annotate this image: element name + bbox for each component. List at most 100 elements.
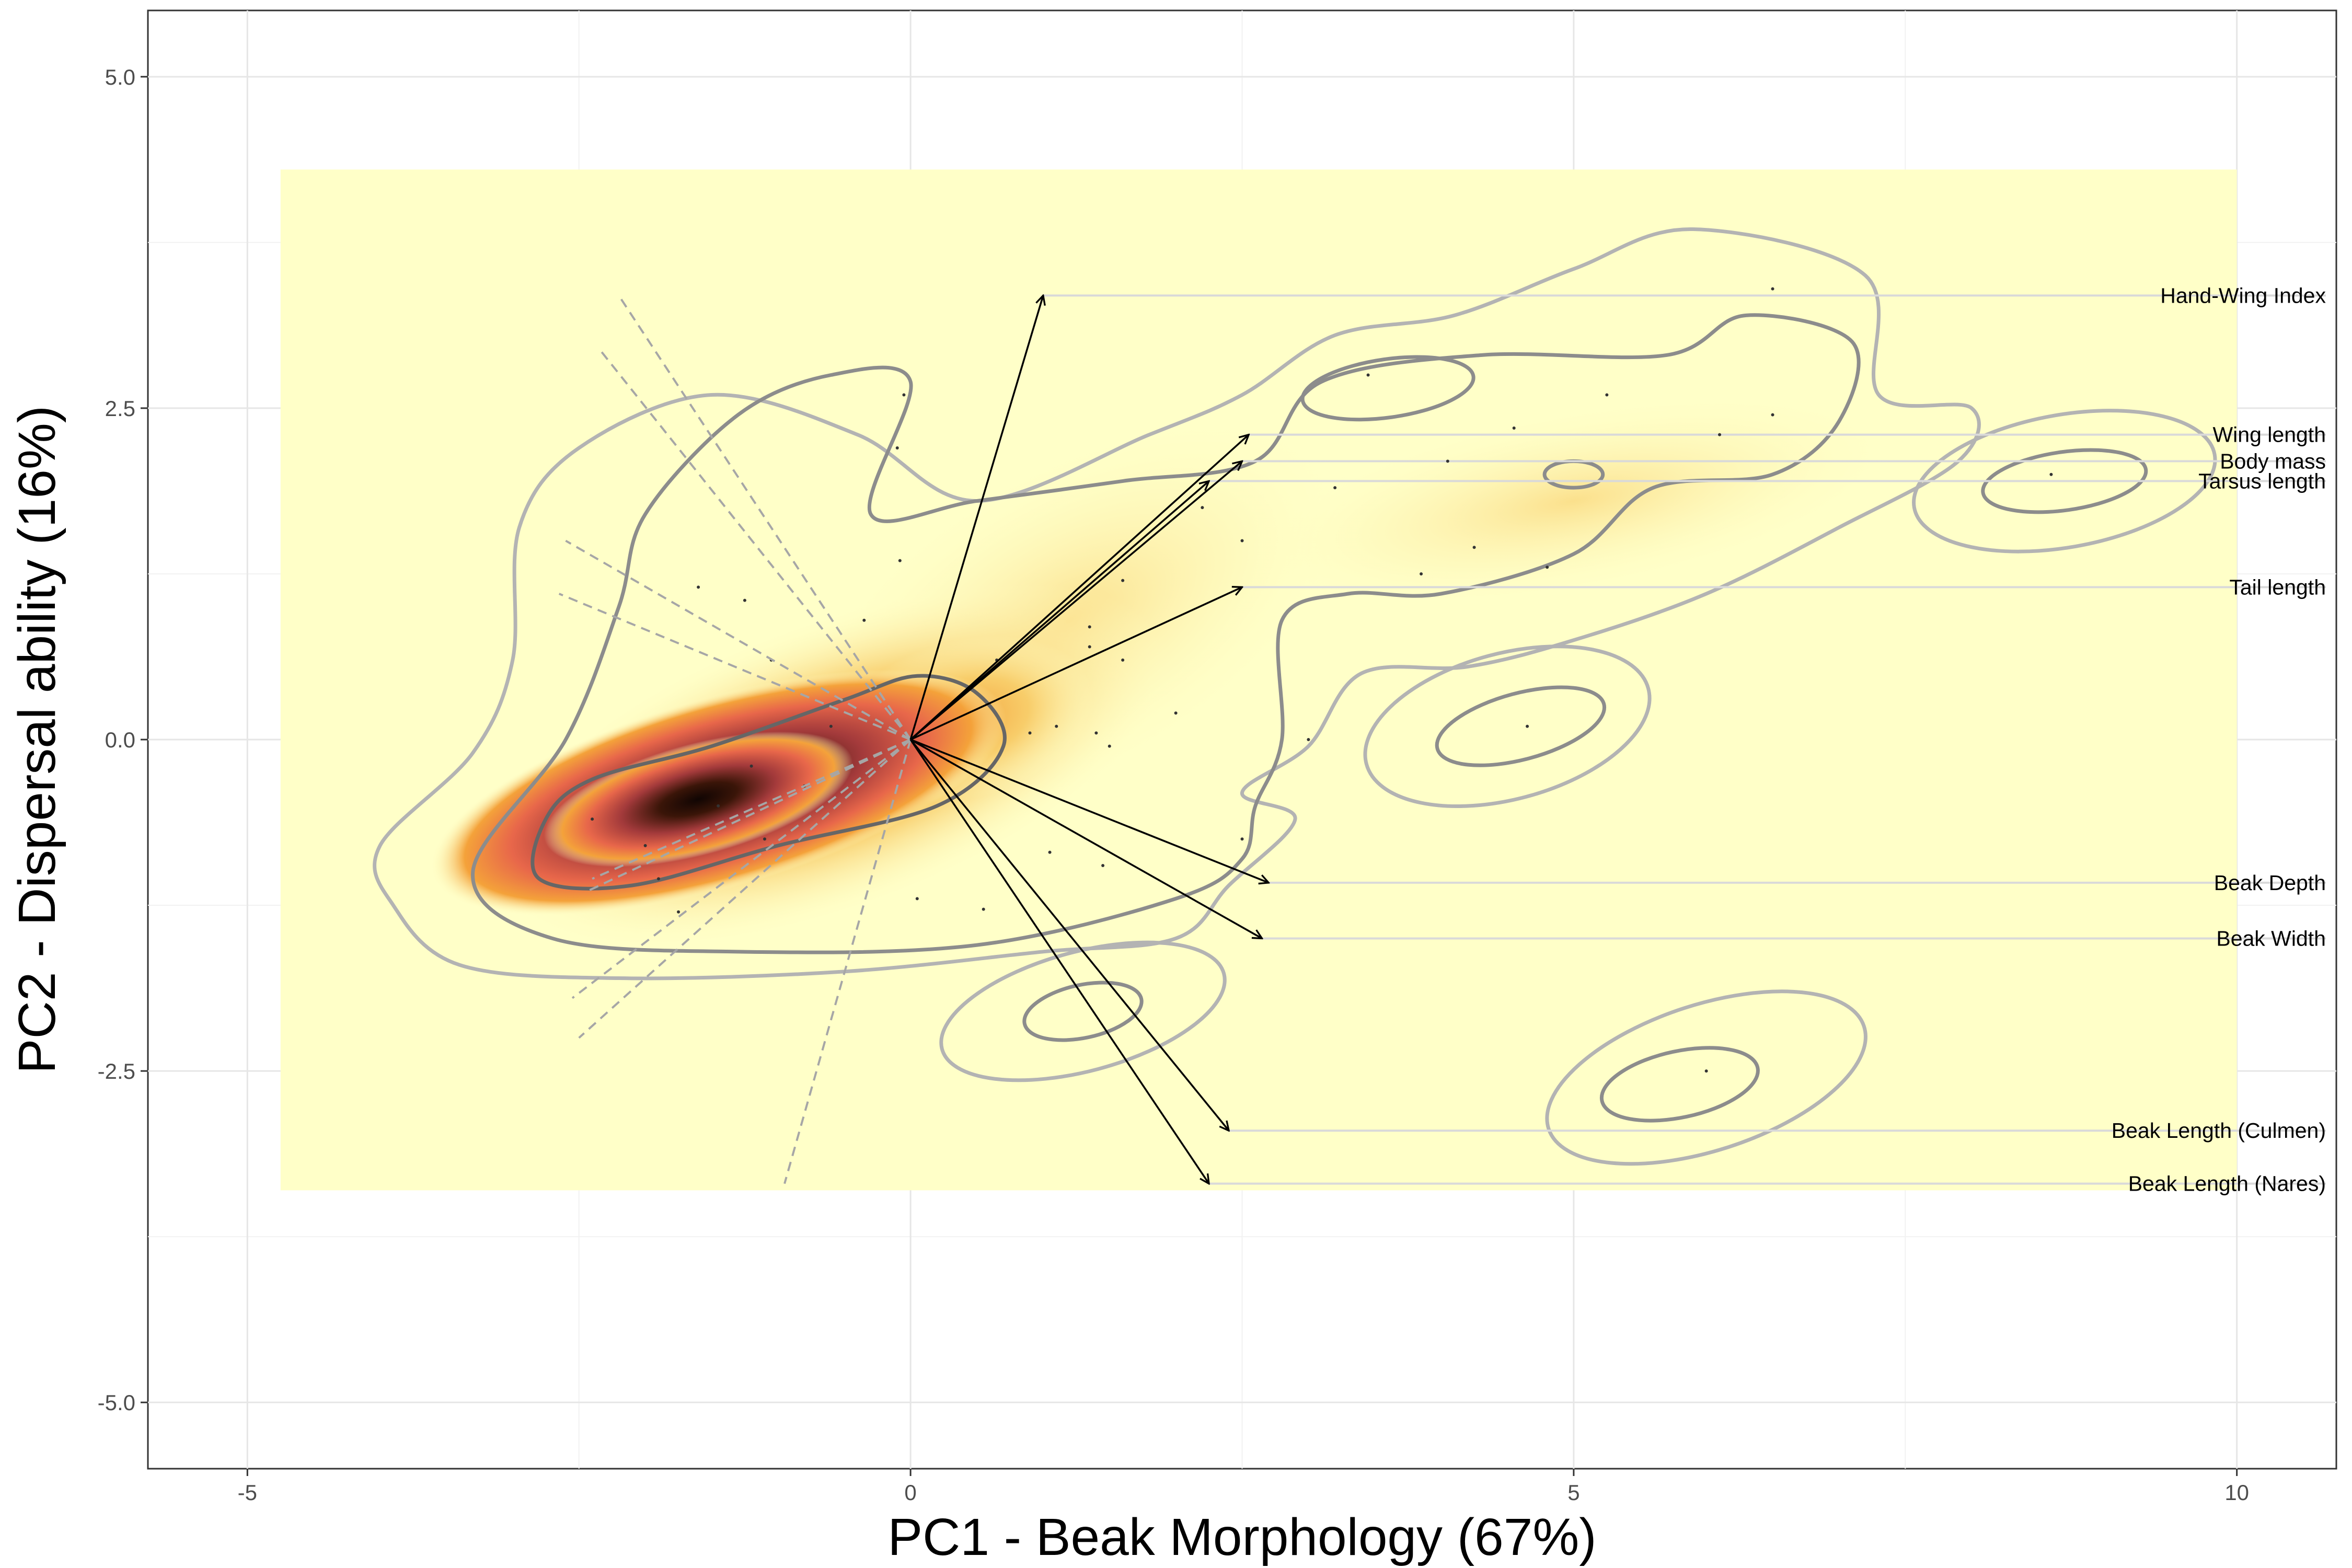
label-guide-lines: [1043, 294, 2326, 1185]
contour-island: [1363, 644, 1652, 809]
vector-label: Hand-Wing Index: [2160, 283, 2326, 307]
x-tick-label: 0: [904, 1480, 916, 1505]
loading-vector: [909, 739, 1209, 1184]
vector-label: Wing length: [2212, 423, 2326, 447]
dashed-vector: [578, 739, 912, 1039]
vector-label: Beak Width: [2216, 926, 2326, 950]
loading-vector: [909, 461, 1242, 741]
data-point: [717, 804, 720, 808]
density-halo: [1247, 393, 1901, 609]
vector-label: Tail length: [2229, 575, 2326, 599]
data-point: [1101, 863, 1105, 867]
contour-island: [1300, 355, 1475, 422]
dashed-vector: [618, 295, 912, 741]
density-fill: [280, 169, 2237, 1191]
data-point: [743, 598, 746, 602]
dashed-vector: [571, 739, 912, 999]
data-point: [1121, 579, 1125, 582]
dashed-vector: [565, 539, 912, 741]
data-point: [902, 393, 906, 397]
dashed-vector: [598, 348, 912, 741]
data-point: [862, 618, 866, 622]
dashed-vector: [558, 593, 911, 741]
data-point: [2049, 472, 2053, 476]
vector-label: Beak Depth: [2214, 871, 2326, 895]
data-point: [982, 907, 985, 911]
data-point: [1307, 738, 1310, 741]
data-point: [643, 844, 647, 847]
axis-ticks: -5 0 5 10 5.0 2.5 0.0 -2.5 -5.0: [98, 65, 2249, 1505]
x-tick-label: 10: [2224, 1480, 2249, 1505]
data-point: [1048, 850, 1052, 854]
x-tick-label: 5: [1567, 1480, 1579, 1505]
vector-label: Beak Length (Culmen): [2112, 1119, 2326, 1143]
data-point: [1088, 645, 1091, 649]
data-point: [1201, 506, 1204, 510]
data-point: [915, 897, 919, 901]
contour-mid: [471, 313, 1861, 954]
dashed-vector: [592, 739, 911, 880]
loading-vector: [910, 739, 1262, 938]
loading-vectors: [909, 295, 1269, 1184]
dashed-vectors: [558, 295, 912, 1184]
contour-outer: [373, 227, 1981, 981]
contour-island: [1022, 981, 1144, 1042]
y-tick-label: -2.5: [98, 1059, 135, 1083]
contour-island: [1435, 685, 1607, 767]
data-point: [656, 877, 660, 881]
data-point: [763, 837, 766, 841]
contour-island: [1545, 989, 1867, 1166]
loading-vector: [909, 435, 1249, 741]
data-point: [591, 817, 594, 821]
data-point: [1240, 837, 1244, 841]
contour-island: [1599, 1046, 1760, 1123]
data-point: [1174, 711, 1178, 715]
data-point: [1094, 731, 1098, 735]
dashed-vector: [585, 739, 911, 893]
y-tick-label: -5.0: [98, 1390, 135, 1415]
data-point: [1771, 287, 1774, 291]
vector-label: Tarsus length: [2198, 469, 2326, 493]
data-point: [1771, 413, 1774, 417]
density-peak: [544, 731, 853, 867]
data-points: [591, 287, 2053, 1073]
data-point: [1108, 744, 1111, 748]
data-point: [1718, 433, 1722, 436]
data-point: [1240, 539, 1244, 543]
data-point: [1512, 426, 1516, 430]
data-point: [1420, 572, 1423, 575]
dashed-vector: [783, 739, 912, 1184]
data-point: [1366, 373, 1370, 377]
data-point: [1704, 1069, 1708, 1073]
data-point: [1446, 459, 1449, 463]
data-point: [1472, 546, 1476, 549]
density-background: [280, 169, 2237, 1191]
data-point: [1055, 724, 1058, 728]
loading-vector: [909, 481, 1209, 741]
contour-inner: [531, 674, 1007, 891]
data-point: [677, 910, 681, 914]
data-point: [829, 724, 833, 728]
loading-vector: [910, 739, 1269, 883]
data-point: [1088, 625, 1091, 629]
contour-island: [939, 940, 1227, 1082]
data-point: [1546, 566, 1549, 569]
y-tick-label: 2.5: [105, 396, 135, 421]
contour-island: [1981, 448, 2148, 514]
contour-island: [1912, 409, 2217, 554]
y-axis-title: PC2 - Dispersal ability (16%): [8, 406, 66, 1074]
data-point: [750, 764, 753, 768]
axis-titles: PC1 - Beak Morphology (67%) PC2 - Disper…: [8, 406, 1597, 1566]
y-tick-label: 5.0: [105, 65, 135, 89]
data-point: [895, 446, 899, 449]
y-tick-label: 0.0: [105, 728, 135, 752]
data-point: [1605, 393, 1609, 397]
vector-label: Body mass: [2220, 449, 2326, 473]
data-point: [1333, 486, 1337, 490]
loading-vector: [910, 587, 1242, 741]
data-point: [1121, 658, 1125, 662]
loading-vector: [909, 739, 1229, 1131]
data-point: [898, 559, 902, 562]
